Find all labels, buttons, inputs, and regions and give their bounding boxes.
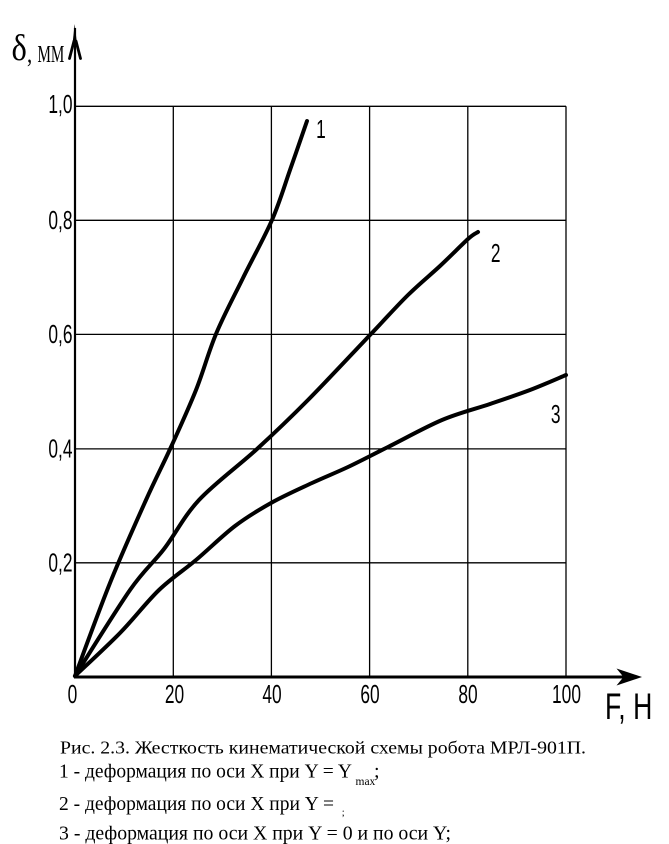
svg-text:ММ: ММ <box>38 42 65 68</box>
svg-text:1 - деформация по оси X при Y: 1 - деформация по оси X при Y = Y <box>59 761 352 783</box>
svg-text:3: 3 <box>551 400 561 429</box>
svg-text:δ: δ <box>12 27 27 68</box>
svg-text:,: , <box>27 40 32 69</box>
svg-text:0,6: 0,6 <box>48 320 72 349</box>
svg-text:max: max <box>356 776 376 788</box>
svg-text:0,8: 0,8 <box>48 206 72 235</box>
svg-text:0: 0 <box>68 680 78 709</box>
svg-text:1: 1 <box>316 115 326 144</box>
svg-text:2: 2 <box>491 239 501 268</box>
svg-text:F, Н: F, Н <box>605 686 652 727</box>
svg-text:;: ; <box>374 761 380 783</box>
svg-text:3 - деформация по оси X при Y: 3 - деформация по оси X при Y = 0 и по о… <box>59 822 451 844</box>
svg-text:100: 100 <box>552 680 581 709</box>
svg-text:80: 80 <box>458 680 477 709</box>
svg-text:;: ; <box>342 808 345 819</box>
svg-text:40: 40 <box>262 680 281 709</box>
svg-text:Рис. 2.3. Жесткость кинематиче: Рис. 2.3. Жесткость кинематической схемы… <box>60 738 586 758</box>
svg-text:60: 60 <box>360 680 379 709</box>
svg-text:0,4: 0,4 <box>48 434 72 463</box>
svg-text:2 - деформация по оси X при Y: 2 - деформация по оси X при Y = <box>59 793 334 815</box>
svg-text:1,0: 1,0 <box>48 90 72 119</box>
svg-text:20: 20 <box>165 680 184 709</box>
svg-text:0,2: 0,2 <box>48 548 72 577</box>
